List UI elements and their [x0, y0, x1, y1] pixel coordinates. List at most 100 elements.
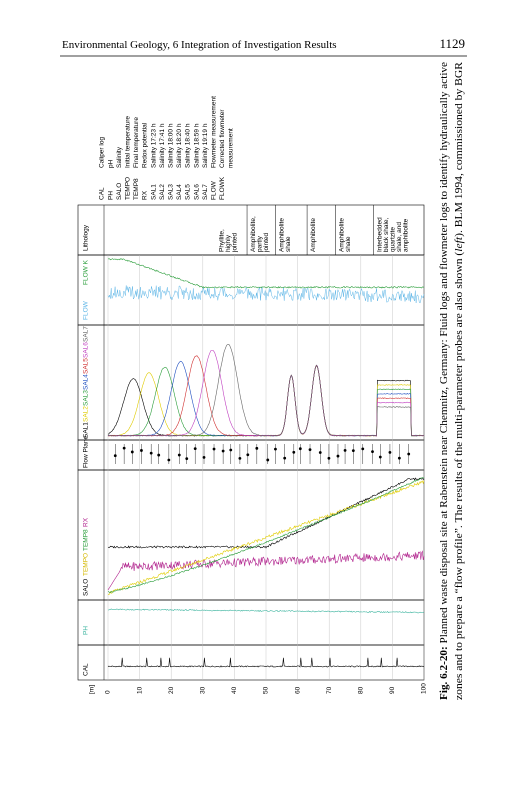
flow-plane-marker	[130, 450, 134, 454]
legend-text: Salinity	[116, 146, 123, 168]
legend-text: Salinity 18:00 h	[168, 123, 175, 168]
flowk-curve	[107, 258, 425, 289]
flow-plane-marker	[318, 451, 322, 454]
flow-plane-marker	[185, 457, 189, 461]
flow-plane-marker	[361, 447, 365, 451]
lithology-label: Interbedded	[376, 217, 383, 252]
legend-code: SALO	[116, 183, 123, 200]
flow-plane-marker	[388, 450, 392, 454]
flow-plane-marker	[343, 448, 347, 452]
flow-plane-marker	[238, 456, 242, 460]
flow-plane-marker	[336, 454, 340, 458]
lithology-label: jointed	[231, 232, 238, 253]
flow-plane-marker	[167, 458, 171, 462]
legend-code: FLOWK	[219, 176, 226, 200]
caption-text: Planned waste disposal site at Rabenstei…	[439, 62, 450, 647]
lithology-label: Phyllite,	[218, 229, 225, 252]
legend-text: Salinity 18:40 h	[185, 123, 192, 168]
legend-code: SAL1	[150, 184, 157, 200]
legend-code: SAL3	[168, 184, 175, 200]
legend-text: Salinity 17:23 h	[150, 123, 157, 168]
caption-emphasis: left	[454, 236, 465, 252]
flow-plane-marker	[397, 456, 401, 460]
flow-curve	[107, 285, 425, 304]
caption-text: zones and to prepare a “flow profile”. T…	[454, 251, 465, 700]
legend-code: SAL5	[185, 184, 192, 200]
depth-tick-label: 80	[358, 686, 365, 694]
depth-tick-label: 100	[421, 683, 428, 694]
depth-unit: [m]	[89, 685, 96, 694]
flow-plane-marker	[308, 448, 312, 452]
flow-plane-marker	[292, 450, 296, 454]
lithology-label: Amphibolite	[339, 218, 346, 252]
depth-tick-label: 50	[263, 686, 270, 694]
track-label: CAL	[83, 663, 90, 676]
track-label: FLOW K	[83, 259, 90, 285]
legend-text: measurement	[228, 128, 235, 168]
running-title: Environmental Geology, 6 Integration of …	[62, 39, 337, 51]
flow-plane-marker	[246, 453, 250, 457]
legend-text: Flowmeter measurement	[211, 96, 218, 168]
legend-code: SAL2	[159, 184, 166, 200]
salo-curve	[107, 477, 425, 549]
legend-code: SAL4	[176, 184, 183, 200]
depth-tick-label: 20	[168, 686, 175, 694]
depth-tick-label: 10	[136, 686, 143, 694]
caliper-curve	[107, 657, 425, 668]
legend-code: FLOW	[211, 180, 218, 200]
track-label: RX	[83, 517, 90, 527]
legend-code: CAL	[99, 187, 106, 200]
flow-plane-marker	[407, 452, 411, 456]
depth-tick-label: 70	[326, 686, 333, 694]
rx-curve	[107, 550, 425, 591]
caption: Fig. 6.2-20: Planned waste disposal site…	[439, 62, 465, 700]
track-label: SAL1	[83, 422, 90, 438]
caption-label: Fig. 6.2-20:	[439, 646, 450, 700]
depth-tick-label: 40	[231, 686, 238, 694]
legend-code: TEMPO	[125, 177, 132, 200]
ph-curve	[107, 608, 425, 614]
legend-text: Salinity 18:59 h	[193, 123, 200, 168]
depth-tick-label: 90	[389, 686, 396, 694]
track-label: TEMP8	[83, 529, 90, 551]
page-number: 1129	[439, 36, 465, 51]
flow-plane-marker	[266, 458, 270, 462]
track-label: Flow Plane	[83, 435, 90, 468]
depth-tick-label: 60	[294, 686, 301, 694]
flow-plane-marker	[378, 455, 382, 459]
lithology-label: shale	[345, 236, 352, 252]
legend-text: Salinity 17:41 h	[159, 123, 166, 168]
lithology-label: shale, and	[396, 222, 403, 252]
flow-plane-marker	[177, 453, 181, 457]
legend-text: Redox potential	[142, 122, 149, 168]
flow-plane-marker	[351, 449, 355, 453]
legend-text: Caliper log	[99, 137, 106, 168]
track-label: SAL4	[83, 374, 90, 390]
flow-plane-marker	[149, 451, 153, 455]
flow-plane-marker	[157, 453, 161, 457]
lithology-label: shale	[285, 236, 292, 252]
track-label: SAL2	[83, 406, 90, 422]
tempo-curve	[107, 480, 425, 596]
caption-line: Fig. 6.2-20: Planned waste disposal site…	[439, 62, 450, 700]
lithology-label: amphibolite	[402, 218, 409, 252]
flow-plane-marker	[283, 456, 287, 460]
flow-plane-marker	[202, 455, 206, 459]
lithology-label: quartzite	[389, 227, 396, 252]
lithology-label: black shale,	[383, 217, 390, 252]
track-label: SAL6	[83, 342, 90, 358]
legend-code: TEMP8	[133, 178, 140, 200]
legend-code: PH	[107, 191, 114, 200]
legend-code: RX	[142, 190, 149, 200]
track-label: SAL5	[83, 358, 90, 374]
legend-code: SAL6	[193, 184, 200, 200]
flow-plane-marker	[221, 449, 225, 453]
flow-plane-marker	[229, 448, 233, 452]
flow-plane-marker	[140, 449, 143, 452]
track-label: SAL7	[83, 326, 90, 342]
lithology-label: Amphibolite,	[250, 216, 257, 252]
caption-line: zones and to prepare a “flow profile”. T…	[454, 62, 465, 700]
flow-plane-marker	[113, 454, 117, 458]
